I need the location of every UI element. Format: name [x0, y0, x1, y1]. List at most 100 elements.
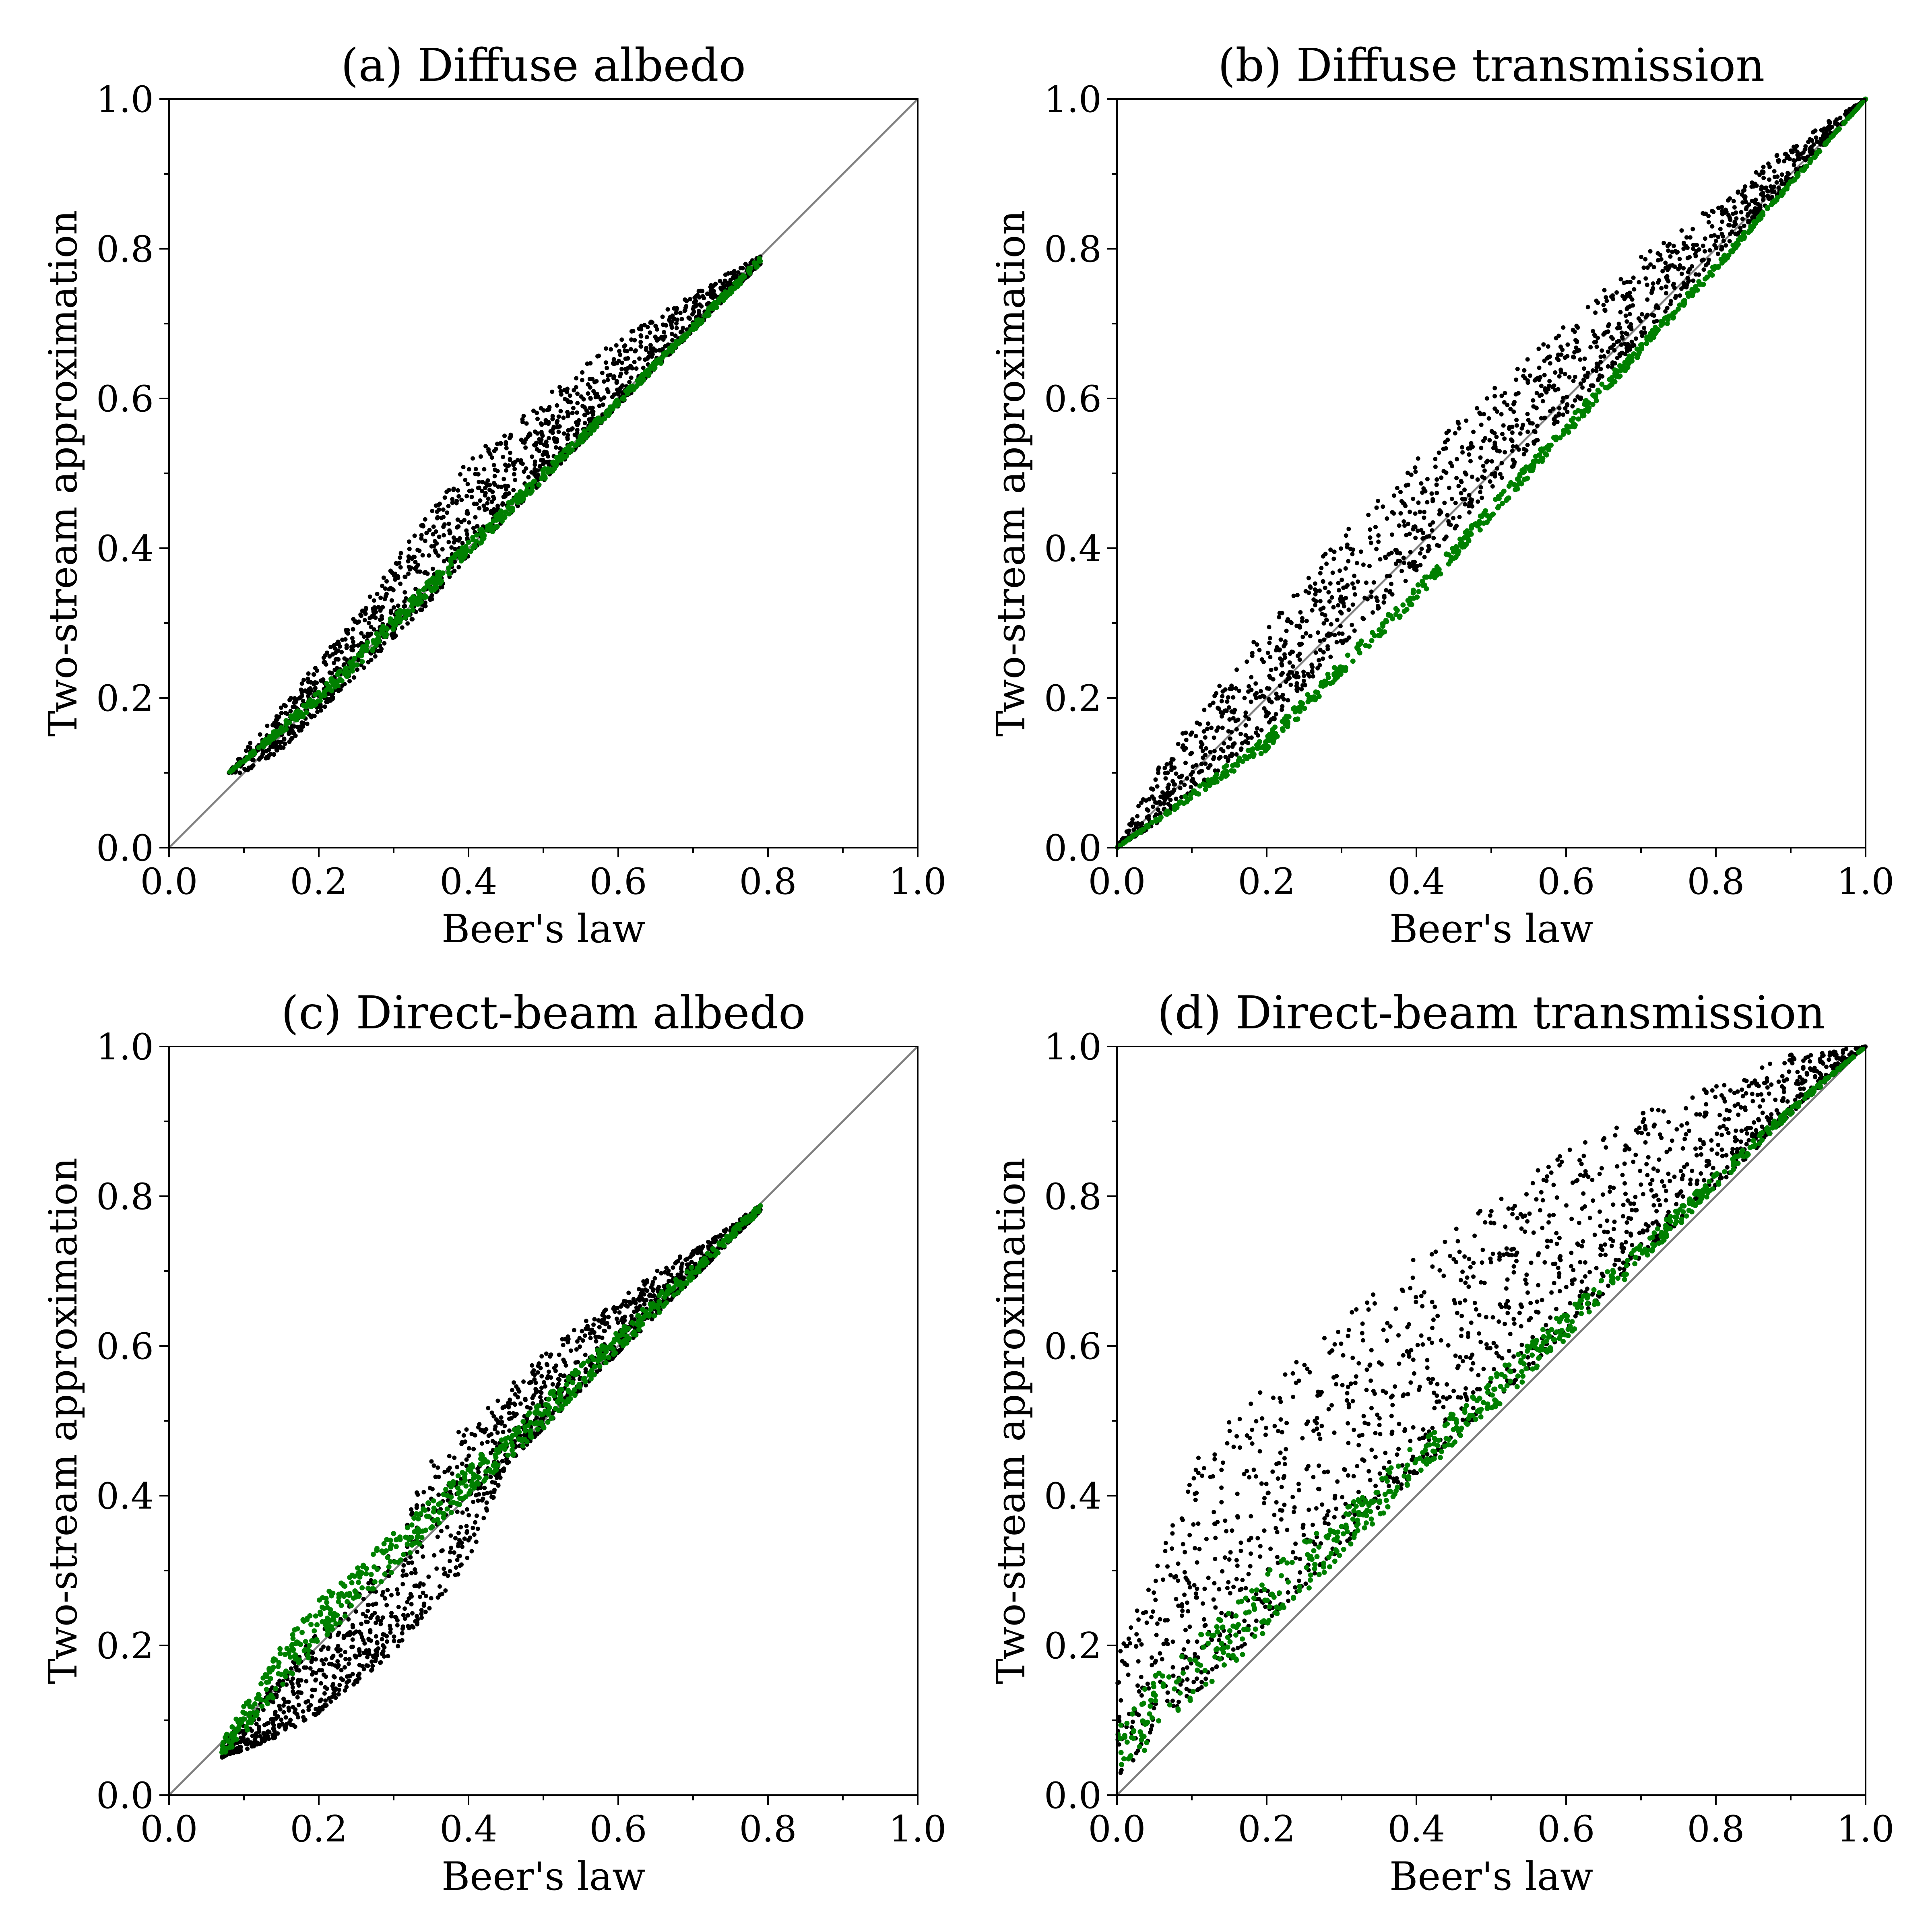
scatter-point: [1125, 837, 1131, 842]
scatter-point: [535, 431, 540, 436]
scatter-point: [722, 279, 727, 283]
scatter-point: [1315, 690, 1321, 696]
scatter-point: [1705, 261, 1710, 266]
scatter-point: [1484, 396, 1489, 401]
scatter-point: [1257, 739, 1262, 745]
scatter-point: [508, 434, 513, 439]
scatter-point: [1154, 800, 1159, 805]
scatter-point: [1434, 482, 1439, 487]
scatter-point: [705, 291, 710, 296]
scatter-point: [1740, 217, 1745, 221]
scatter-point: [1476, 499, 1480, 504]
scatter-point: [1655, 251, 1660, 256]
scatter-point: [619, 337, 624, 342]
scatter-point: [1577, 396, 1582, 401]
scatter-point: [653, 324, 658, 328]
scatter-point: [1728, 217, 1733, 222]
scatter-point: [574, 410, 579, 415]
scatter-point: [1574, 345, 1579, 350]
scatter-point: [329, 671, 334, 676]
scatter-point: [1352, 586, 1356, 590]
scatter-point: [1829, 134, 1834, 140]
scatter-point: [1177, 775, 1182, 780]
scatter-point: [660, 347, 665, 352]
scatter-point: [1255, 726, 1259, 731]
scatter-point: [282, 736, 287, 741]
scatter-point: [402, 574, 407, 579]
scatter-point: [1156, 807, 1160, 812]
scatter-point: [1453, 431, 1457, 436]
x-tick-label: 0.4: [1387, 861, 1445, 903]
scatter-point: [1249, 675, 1254, 679]
scatter-point: [1223, 687, 1228, 692]
scatter-point: [1514, 423, 1519, 428]
scatter-point: [1489, 459, 1494, 464]
scatter-point: [1318, 607, 1323, 612]
scatter-point: [1530, 421, 1535, 426]
scatter-point: [1135, 814, 1140, 819]
scatter-point: [1612, 348, 1617, 353]
scatter-point: [1425, 549, 1430, 553]
scatter-point: [614, 343, 619, 348]
scatter-point: [1679, 228, 1684, 233]
scatter-point: [1402, 502, 1407, 506]
scatter-point: [1212, 749, 1217, 753]
scatter-point: [559, 392, 564, 397]
scatter-point: [315, 710, 320, 714]
scatter-point: [384, 592, 389, 597]
scatter-point: [1427, 534, 1432, 539]
scatter-point: [1618, 277, 1623, 282]
scatter-point: [1478, 490, 1482, 495]
scatter-point: [409, 1571, 414, 1575]
scatter-point: [279, 711, 284, 715]
scatter-point: [237, 770, 242, 775]
scatter-point: [456, 550, 462, 556]
scatter-point: [459, 520, 464, 524]
scatter-point: [1508, 480, 1514, 485]
scatter-point: [1460, 450, 1465, 455]
scatter-point: [480, 529, 485, 535]
scatter-point: [1219, 699, 1224, 704]
scatter-point: [1288, 682, 1293, 687]
scatter-point: [1421, 530, 1426, 535]
scatter-point: [466, 1453, 471, 1458]
scatter-point: [1314, 599, 1319, 604]
scatter-point: [282, 703, 287, 708]
scatter-point: [1741, 188, 1746, 193]
scatter-point: [1334, 640, 1339, 644]
scatter-point: [388, 586, 393, 590]
scatter-point: [1284, 628, 1289, 633]
scatter-point: [1290, 706, 1296, 712]
scatter-point: [1261, 660, 1266, 664]
scatter-point: [429, 593, 434, 598]
scatter-point: [1369, 589, 1374, 594]
scatter-point: [1802, 147, 1807, 152]
scatter-point: [607, 404, 613, 410]
scatter-point: [413, 560, 418, 565]
scatter-point: [1424, 586, 1429, 592]
scatter-point: [756, 258, 762, 263]
scatter-point: [1234, 686, 1238, 691]
scatter-point: [478, 498, 483, 503]
scatter-point: [1471, 429, 1476, 434]
scatter-point: [1416, 589, 1422, 594]
scatter-point: [491, 463, 496, 467]
scatter-point: [1419, 481, 1424, 486]
scatter-point: [1229, 753, 1234, 758]
scatter-point: [1158, 802, 1163, 807]
ticks: 0.0 0.2 0.4 0.6 0.8 1.00.00.20.40.60.81.0: [1044, 78, 1895, 903]
scatter-point: [1461, 544, 1467, 550]
x-axis-label: Beer's law: [1389, 906, 1593, 952]
scatter-point: [545, 444, 549, 448]
scatter-point: [1619, 342, 1624, 347]
scatter-point: [1639, 254, 1643, 259]
scatter-point: [1335, 617, 1340, 622]
scatter-point: [1214, 691, 1219, 696]
scatter-point: [419, 594, 424, 599]
scatter-point: [535, 411, 539, 415]
scatter-point: [260, 743, 266, 749]
scatter-point: [1531, 398, 1536, 403]
scatter-point: [367, 621, 371, 625]
scatter-point: [1496, 504, 1502, 509]
scatter-point: [1328, 654, 1333, 659]
